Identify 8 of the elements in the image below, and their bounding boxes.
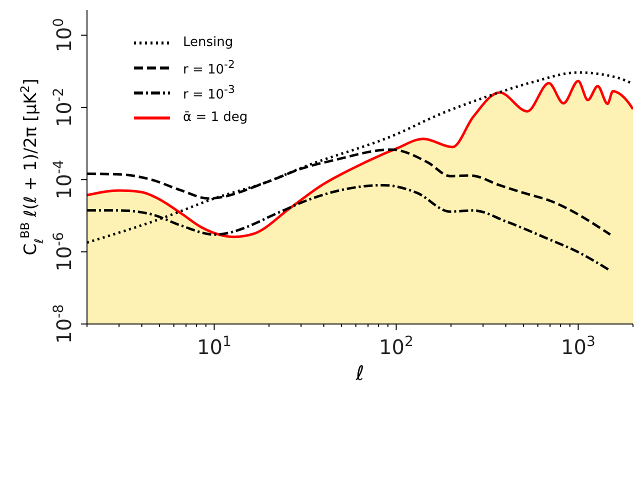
legend-label: Lensing	[183, 35, 234, 50]
legend-label: ᾱ = 1 deg	[183, 110, 248, 125]
x-tick-label: 10$^{3}$	[561, 334, 596, 359]
legend-label: r = 10$^{-2}$	[183, 58, 235, 78]
x-tick-label: 10$^{1}$	[197, 334, 232, 359]
x-tick-label: 10$^{2}$	[379, 334, 414, 359]
x-axis-title: ℓ	[354, 361, 364, 385]
legend-label: r = 10$^{-3}$	[183, 82, 235, 102]
